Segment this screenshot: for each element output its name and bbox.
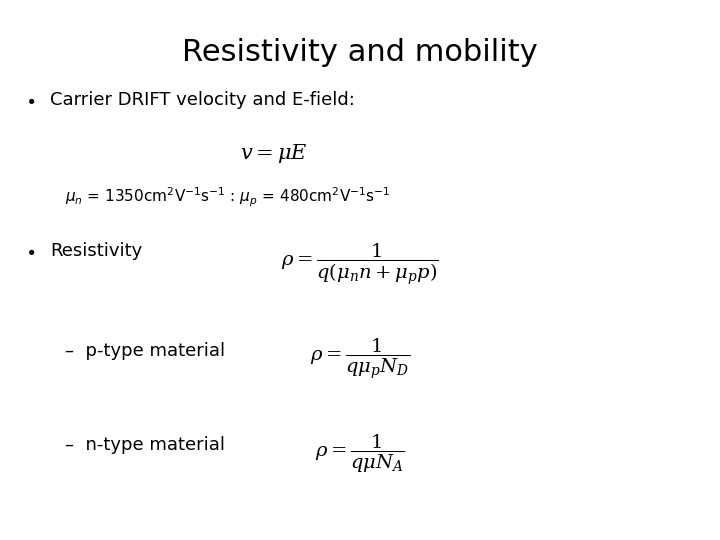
Text: $\mu_n$ = 1350cm$^2$V$^{-1}$s$^{-1}$ : $\mu_p$ = 480cm$^2$V$^{-1}$s$^{-1}$: $\mu_n$ = 1350cm$^2$V$^{-1}$s$^{-1}$ : $… xyxy=(65,185,390,209)
Text: $\bullet$: $\bullet$ xyxy=(25,242,35,260)
Text: Carrier DRIFT velocity and E-field:: Carrier DRIFT velocity and E-field: xyxy=(50,91,355,109)
Text: –  n-type material: – n-type material xyxy=(65,436,225,455)
Text: $\rho = \dfrac{1}{q\mu_p N_D}$: $\rho = \dfrac{1}{q\mu_p N_D}$ xyxy=(310,337,410,381)
Text: Resistivity and mobility: Resistivity and mobility xyxy=(182,38,538,67)
Text: $v = \mu E$: $v = \mu E$ xyxy=(240,143,307,165)
Text: $\rho = \dfrac{1}{q(\mu_n n + \mu_p p)}$: $\rho = \dfrac{1}{q(\mu_n n + \mu_p p)}$ xyxy=(281,242,439,287)
Text: –  p-type material: – p-type material xyxy=(65,342,225,360)
Text: $\bullet$: $\bullet$ xyxy=(25,91,35,109)
Text: $\rho = \dfrac{1}{q\mu N_A}$: $\rho = \dfrac{1}{q\mu N_A}$ xyxy=(315,433,405,475)
Text: Resistivity: Resistivity xyxy=(50,242,143,260)
